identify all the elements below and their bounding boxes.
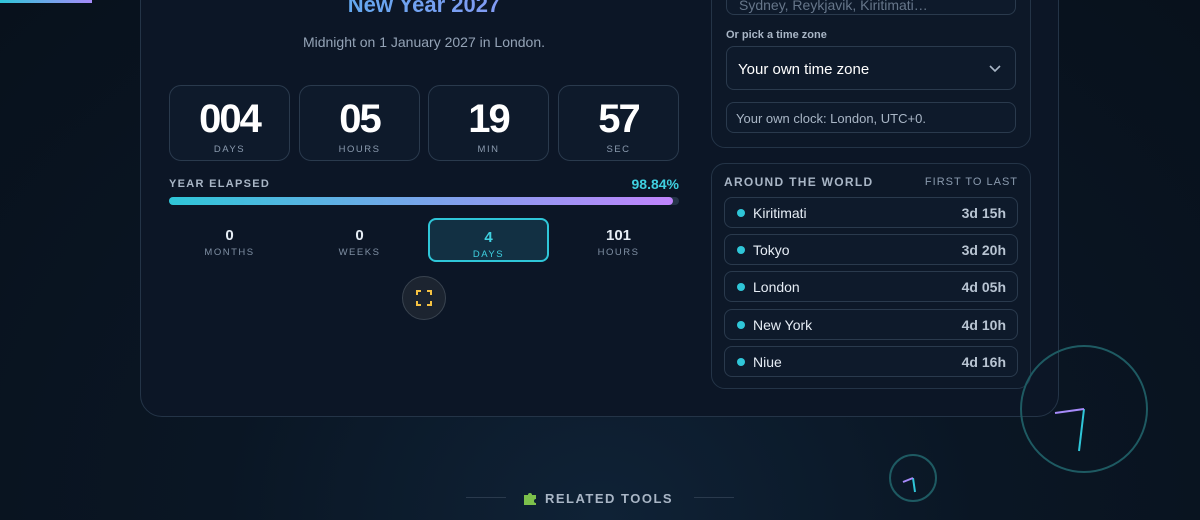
city-row: Niue 4d 16h <box>724 345 1018 377</box>
countdown-unit: SEC <box>606 144 631 155</box>
city-name: London <box>753 279 800 296</box>
world-title: AROUND THE WORLD <box>724 175 874 189</box>
unit-name: DAYS <box>472 249 505 260</box>
divider <box>466 497 506 498</box>
countdown-box: 19 MIN <box>428 85 549 161</box>
unit-value: 0 <box>225 227 234 244</box>
countdown-value: 57 <box>598 97 641 141</box>
city-name: Kiritimati <box>753 205 807 221</box>
divider <box>694 497 734 498</box>
city-name: Tokyo <box>753 242 790 259</box>
city-name: New York <box>753 316 813 333</box>
city-remaining: 4d 05h <box>961 279 1006 296</box>
city-remaining: 4d 10h <box>961 316 1006 333</box>
city-dot <box>737 283 745 292</box>
countdown-box: 05 HOURS <box>299 85 420 161</box>
city-row: Tokyo 3d 20h <box>724 234 1018 266</box>
city-row: New York 4d 10h <box>724 308 1018 340</box>
city-remaining: 3d 15h <box>961 205 1006 221</box>
decor-clocks <box>889 345 1148 502</box>
progress-value: 98.84% <box>631 176 679 192</box>
unit-name: MONTHS <box>204 247 255 258</box>
chevron <box>989 65 1001 73</box>
city-name: Niue <box>753 353 782 370</box>
countdown-value: 004 <box>199 97 262 141</box>
unit-toggle[interactable]: 101 HOURS <box>558 218 679 262</box>
search-input[interactable]: Sydney, Reykjavik, Kiritimati… <box>726 0 1016 15</box>
city-remaining: 4d 16h <box>961 353 1006 370</box>
city-dot <box>737 320 745 329</box>
unit-name: WEEKS <box>338 247 381 258</box>
progress-track <box>169 197 679 205</box>
zone-select-text: Your own time zone <box>738 61 870 78</box>
unit-value: 4 <box>484 229 493 246</box>
city-dot <box>737 357 745 366</box>
city-dot <box>737 209 745 217</box>
zone-label: Or pick a time zone <box>726 29 827 41</box>
progress-fill <box>169 197 674 205</box>
countdown-unit: MIN <box>477 144 500 155</box>
countdown-value: 05 <box>339 97 382 141</box>
unit-toggle[interactable]: 0 WEEKS <box>299 218 420 262</box>
countdown-unit: DAYS <box>213 144 246 155</box>
related-tools[interactable]: RELATED TOOLS <box>545 491 674 506</box>
city-row: Kiritimati 3d 15h <box>724 197 1018 228</box>
unit-toggle[interactable]: 4 DAYS <box>428 218 549 262</box>
accent-line <box>0 0 92 3</box>
fullscreen-button[interactable] <box>402 276 446 320</box>
subtitle: Midnight on 1 January 2027 in London. <box>302 34 546 50</box>
puzzle-icon <box>524 493 536 505</box>
unit-name: HOURS <box>597 247 640 258</box>
zone-select[interactable]: Your own time zone <box>726 46 1016 90</box>
fullscreen-icon <box>416 290 432 306</box>
countdown-box: 57 SEC <box>558 85 679 161</box>
unit-toggle[interactable]: 0 MONTHS <box>169 218 290 262</box>
own-clock: Your own clock: London, UTC+0. <box>726 102 1016 133</box>
countdown-value: 19 <box>468 97 511 141</box>
countdown-box: 004 DAYS <box>169 85 290 161</box>
unit-value: 0 <box>355 227 364 244</box>
world-order[interactable]: FIRST TO LAST <box>924 176 1018 188</box>
city-remaining: 3d 20h <box>961 242 1006 259</box>
city-dot <box>737 246 745 255</box>
city-row: London 4d 05h <box>724 271 1018 303</box>
title: New Year 2027 <box>169 0 679 18</box>
progress-label: YEAR ELAPSED <box>169 178 271 190</box>
countdown-unit: HOURS <box>338 144 381 155</box>
unit-value: 101 <box>605 227 632 244</box>
